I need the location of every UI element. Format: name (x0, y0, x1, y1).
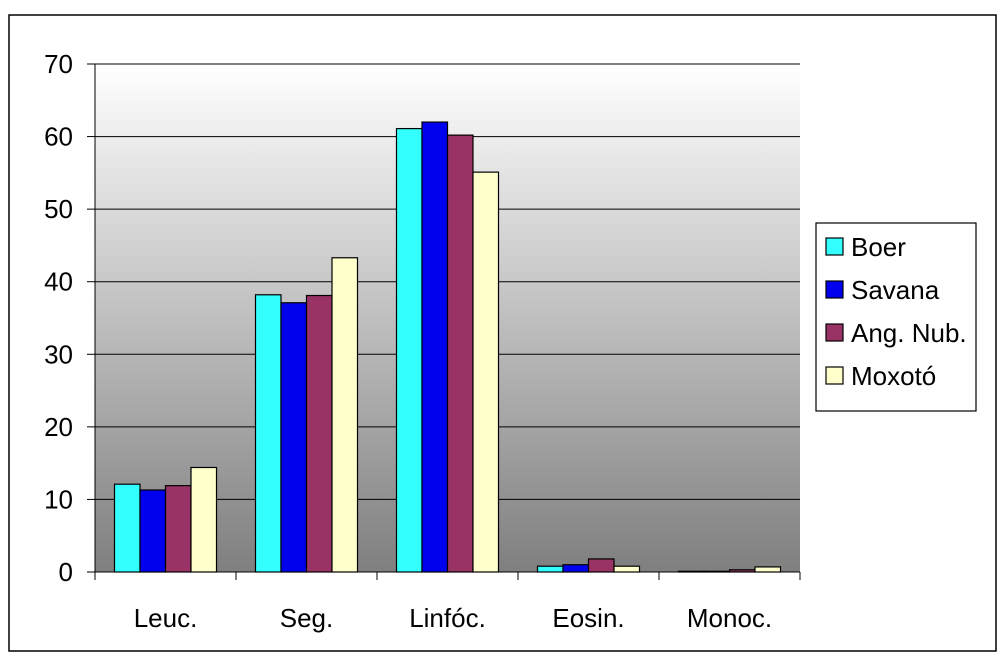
bar (472, 171, 500, 573)
bar (113, 483, 141, 573)
bar (254, 294, 282, 573)
bar (280, 302, 308, 573)
bar (331, 257, 359, 573)
y-tick-label: 60 (44, 122, 73, 152)
bar (446, 134, 474, 573)
bar (562, 564, 590, 573)
y-tick-label: 10 (44, 484, 73, 514)
y-tick-label: 20 (44, 412, 73, 442)
y-tick-labels: 0 10 20 30 40 50 60 70 (44, 49, 73, 587)
y-tick-label: 30 (44, 339, 73, 369)
x-tick-label: Seg. (280, 603, 334, 633)
x-tick-labels: Leuc. Seg. Linfóc. Eosin. Monoc. (134, 603, 772, 633)
bar (587, 558, 615, 573)
bar (164, 485, 192, 573)
y-tick-label: 50 (44, 194, 73, 224)
legend-label: Savana (851, 275, 940, 305)
legend-swatch (825, 323, 844, 342)
bar (754, 566, 782, 573)
bar (305, 294, 333, 573)
bar (190, 466, 218, 573)
legend-swatch (825, 366, 844, 385)
legend-swatch (825, 237, 844, 256)
x-tick-label: Eosin. (552, 603, 624, 633)
axes (87, 63, 801, 580)
y-tick-label: 0 (59, 557, 73, 587)
bar (421, 121, 449, 573)
bar (613, 565, 641, 573)
legend-swatch (825, 280, 844, 299)
legend: Boer Savana Ang. Nub. Moxotó (815, 222, 977, 412)
bar (536, 565, 564, 573)
x-tick-label: Leuc. (134, 603, 198, 633)
y-tick-label: 70 (44, 49, 73, 79)
bar (395, 127, 423, 573)
x-tick-label: Linfóc. (409, 603, 486, 633)
x-tick-label: Monoc. (687, 603, 772, 633)
legend-label: Boer (851, 232, 906, 262)
legend-label: Moxotó (851, 361, 936, 391)
y-tick-label: 40 (44, 267, 73, 297)
bar (139, 489, 167, 573)
legend-label: Ang. Nub. (851, 318, 967, 348)
